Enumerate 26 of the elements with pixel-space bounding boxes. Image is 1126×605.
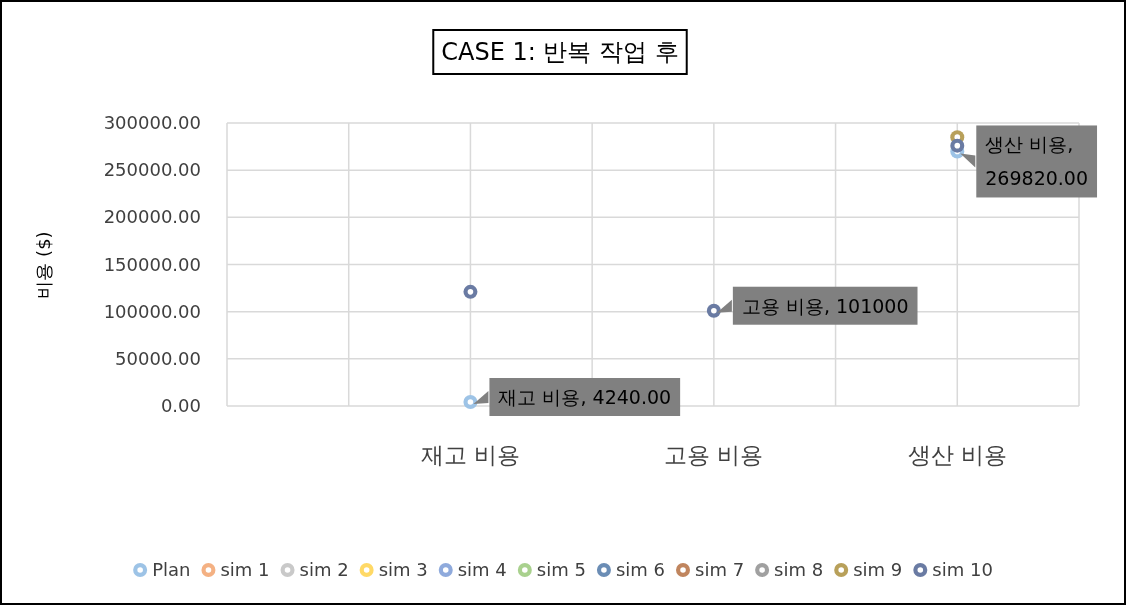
data-label: 고용 비용, 101000	[741, 294, 909, 317]
legend-label: sim 7	[695, 559, 745, 580]
y-tick-label: 0.00	[160, 395, 201, 416]
chart-title: CASE 1: 반복 작업 후	[441, 38, 679, 66]
y-tick-label: 150000.00	[103, 253, 201, 275]
data-label: 생산 비용, 269820.00	[985, 133, 1089, 190]
x-tick-label: 고용 비용	[664, 442, 764, 468]
data-label: 재고 비용, 4240.00	[498, 386, 672, 408]
y-tick-label: 300000.00	[103, 112, 201, 133]
x-tick-label: 생산 비용	[907, 442, 1007, 468]
legend-label: sim 1	[220, 559, 270, 580]
legend-label: Plan	[152, 559, 191, 580]
y-tick-label: 100000.00	[103, 300, 201, 322]
legend-label: sim 9	[853, 559, 903, 580]
legend-label: sim 3	[378, 559, 428, 580]
legend-label: sim 5	[536, 559, 586, 580]
legend-label: sim 10	[932, 559, 993, 580]
legend-label: sim 8	[774, 559, 824, 580]
x-tick-label: 재고 비용	[420, 442, 521, 468]
y-tick-label: 200000.00	[103, 206, 201, 228]
legend-label: sim 6	[615, 559, 666, 580]
legend-label: sim 4	[457, 559, 507, 580]
y-axis-title: 비용 ($)	[33, 231, 54, 299]
y-tick-label: 250000.00	[103, 159, 201, 181]
y-tick-label: 50000.00	[115, 347, 201, 369]
legend-label: sim 2	[299, 559, 349, 580]
